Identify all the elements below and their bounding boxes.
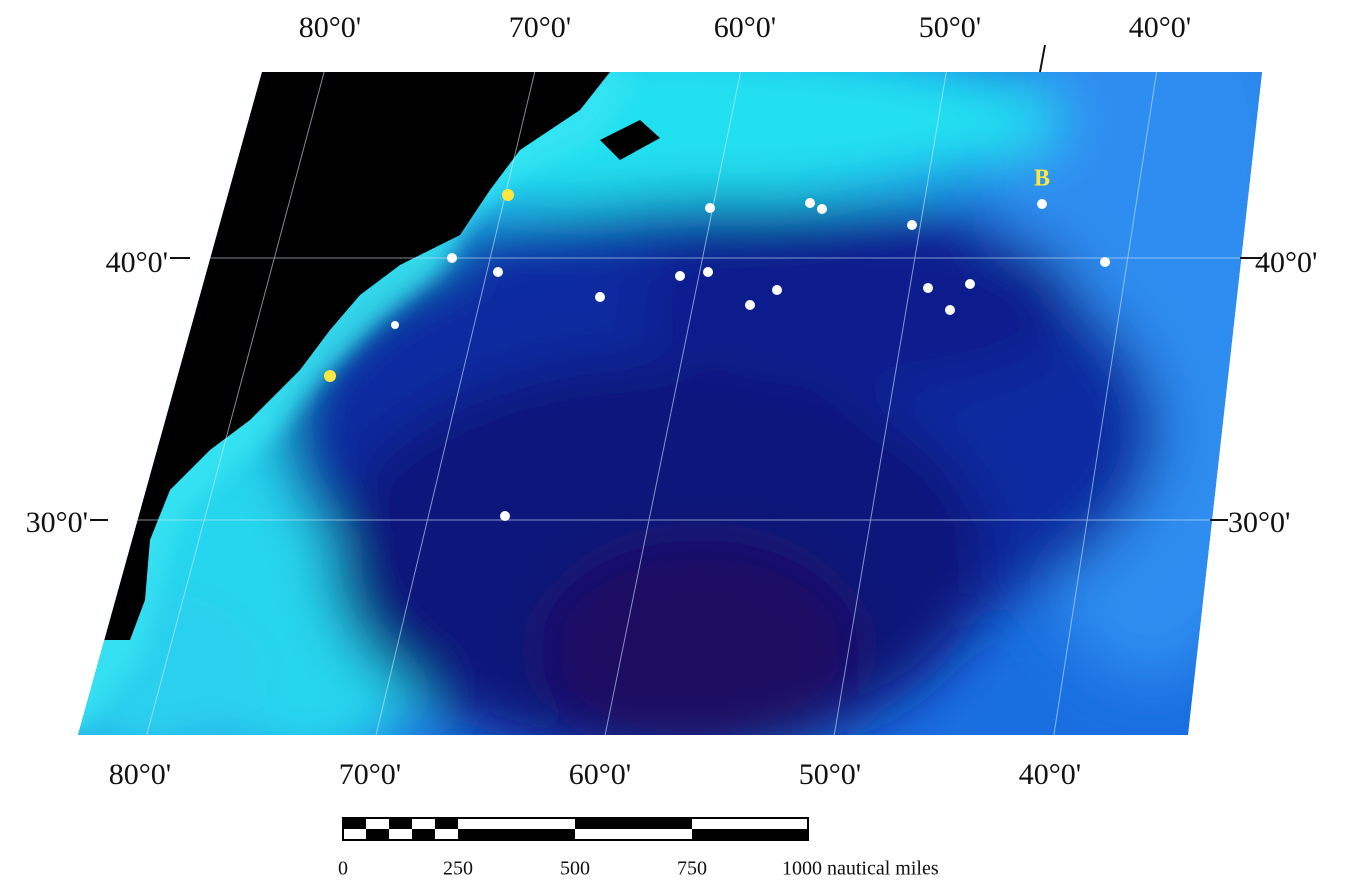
scale-bar (342, 817, 809, 841)
top-longitude: 50°0' (919, 11, 981, 44)
marker-label: B (1034, 166, 1050, 192)
top-longitude: 70°0' (509, 11, 571, 44)
scale-label: 1000 nautical miles (782, 858, 939, 880)
scale-label: 250 (443, 858, 473, 880)
top-longitude: 40°0' (1129, 11, 1191, 44)
scale-label: 0 (338, 858, 348, 880)
frame-ticks (90, 44, 1262, 521)
left-latitude: 30°0' (26, 506, 88, 539)
bottom-longitude: 70°0' (339, 758, 401, 791)
top-longitude: 80°0' (299, 11, 361, 44)
bottom-longitude: 40°0' (1019, 758, 1081, 791)
bottom-longitude: 80°0' (109, 758, 171, 791)
left-latitude: 40°0' (106, 246, 168, 279)
scale-label: 500 (560, 858, 590, 880)
right-latitude: 40°0' (1255, 246, 1317, 279)
sample-stations (391, 198, 1110, 521)
bottom-longitude: 50°0' (799, 758, 861, 791)
right-latitude: 30°0' (1228, 506, 1290, 539)
yellow-marker (324, 370, 336, 382)
bottom-longitude: 60°0' (569, 758, 631, 791)
yellow-marker (502, 189, 514, 201)
top-longitude: 60°0' (714, 11, 776, 44)
scale-label: 750 (677, 858, 707, 880)
graticule (90, 72, 1250, 735)
